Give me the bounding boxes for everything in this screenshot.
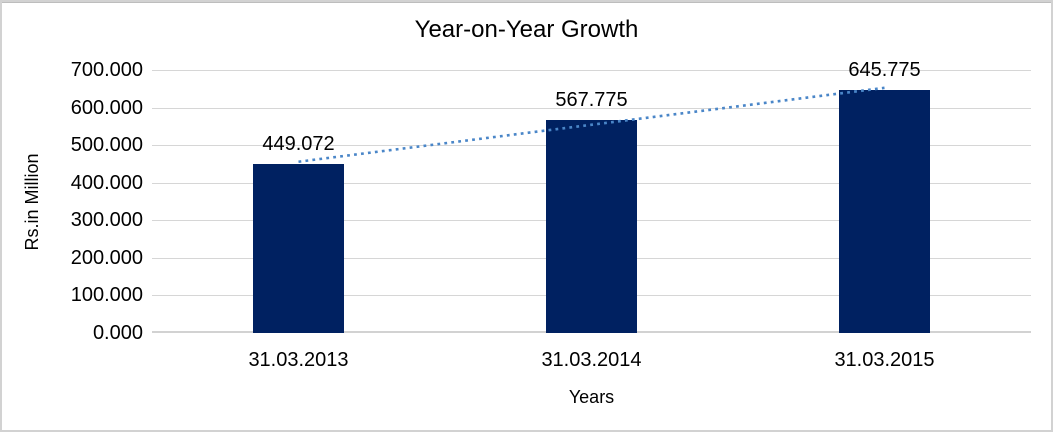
y-tick-label: 400.000 xyxy=(70,171,143,194)
y-tick-label: 200.000 xyxy=(70,246,143,269)
x-tick-label: 31.03.2013 xyxy=(248,349,349,371)
y-tick-label: 700.000 xyxy=(70,59,143,81)
y-tick-label: 600.000 xyxy=(70,96,143,119)
y-tick-label: 300.000 xyxy=(70,209,143,232)
bar-value-label: 645.775 xyxy=(848,59,921,82)
x-tick-label: 31.03.2014 xyxy=(541,349,642,371)
chart-title: Year-on-Year Growth xyxy=(414,16,639,43)
bar xyxy=(839,90,930,333)
y-tick-label: 100.000 xyxy=(70,284,143,307)
bar xyxy=(546,119,637,333)
x-axis-title: Years xyxy=(568,387,615,407)
x-tick-label: 31.03.2015 xyxy=(834,349,935,371)
gridline xyxy=(152,70,1031,71)
bar xyxy=(253,164,344,333)
bar-value-label: 567.775 xyxy=(555,88,628,111)
bar-value-label: 449.072 xyxy=(262,133,335,156)
y-tick-label: 0.000 xyxy=(92,322,143,344)
y-axis-title: Rs.in Million xyxy=(22,153,42,251)
y-tick-label: 500.000 xyxy=(70,134,143,157)
